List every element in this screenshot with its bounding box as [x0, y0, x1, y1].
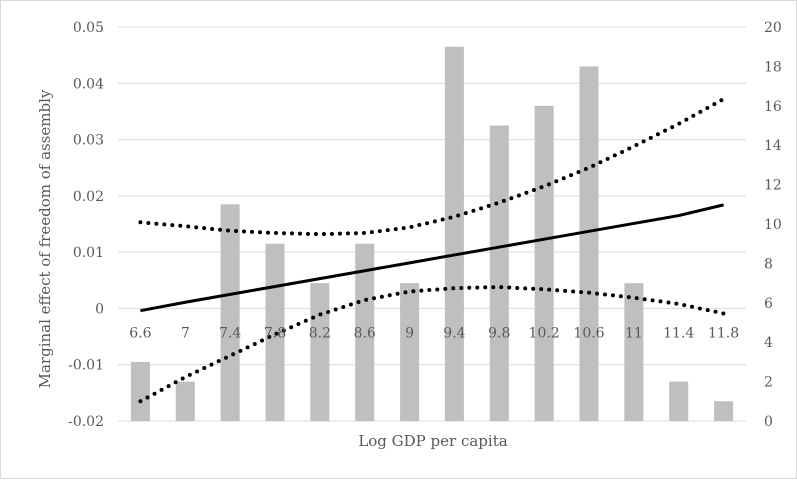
- bar: [310, 283, 330, 421]
- bar: [669, 381, 689, 421]
- bar: [355, 243, 375, 421]
- x-tick-label: 11: [625, 325, 643, 341]
- bar: [175, 381, 195, 421]
- y-secondary-tick-label: 12: [764, 178, 782, 194]
- x-tick-label: 11.4: [663, 325, 694, 341]
- x-tick-label: 8.2: [309, 325, 331, 341]
- x-tick-label: 7.8: [264, 325, 286, 341]
- gridlines: [118, 26, 746, 422]
- y-primary-tick-label: 0: [95, 301, 104, 317]
- y-primary-tick-label: 0.02: [73, 189, 104, 205]
- bar: [579, 66, 599, 422]
- x-tick-label: 10.6: [573, 325, 604, 341]
- y-secondary-tick-label: 10: [764, 217, 782, 233]
- y-secondary-tick-label: 20: [764, 20, 782, 36]
- y-primary-tick-label: -0.02: [68, 414, 104, 430]
- x-tick-label: 7.4: [219, 325, 241, 341]
- y-secondary-tick-label: 4: [764, 335, 773, 351]
- y-primary-tick-label: 0.05: [73, 20, 104, 36]
- x-tick-label: 10.2: [529, 325, 560, 341]
- y-axis-secondary: 0 2 4 6 8 10 12 14 16 18 20: [764, 20, 782, 430]
- y-secondary-tick-label: 6: [764, 296, 773, 312]
- y-secondary-tick-label: 16: [764, 99, 782, 115]
- x-tick-label: 6.6: [129, 325, 151, 341]
- bar: [400, 283, 420, 421]
- x-tick-label: 9: [405, 325, 414, 341]
- y-secondary-tick-label: 14: [764, 138, 782, 154]
- y-primary-tick-label: 0.04: [73, 76, 104, 92]
- bar: [624, 283, 644, 421]
- y-secondary-tick-label: 0: [764, 414, 773, 430]
- x-axis-title: Log GDP per capita: [358, 432, 507, 450]
- y-secondary-tick-label: 18: [764, 59, 782, 75]
- x-tick-label: 8.6: [354, 325, 376, 341]
- y-axis-primary: -0.02 -0.01 0 0.01 0.02 0.03 0.04 0.05: [68, 20, 104, 430]
- bar: [534, 105, 554, 422]
- bar: [130, 361, 150, 421]
- x-tick-label: 11.8: [708, 325, 739, 341]
- marginal-effect-line: [140, 203, 724, 313]
- y-secondary-tick-label: 2: [764, 375, 773, 391]
- y-axis-title: Marginal effect of freedom of assembly: [36, 89, 54, 388]
- x-tick-label: 9.4: [443, 325, 465, 341]
- y-primary-tick-label: -0.01: [68, 358, 104, 374]
- bar: [714, 401, 734, 421]
- x-tick-label: 9.8: [488, 325, 510, 341]
- y-primary-tick-label: 0.01: [73, 245, 104, 261]
- x-axis-ticks: 6.6 7 7.4 7.8 8.2 8.6 9 9.4 9.8 10.2 10.6 11 11.4 11.…: [129, 325, 739, 341]
- bar: [444, 46, 464, 421]
- y-secondary-tick-label: 8: [764, 256, 773, 272]
- confidence-bound-line: [138, 97, 726, 237]
- x-tick-label: 7: [181, 325, 190, 341]
- bar: [220, 204, 240, 421]
- y-primary-tick-label: 0.03: [73, 133, 104, 149]
- line-series: [138, 97, 726, 404]
- bar: [489, 125, 509, 421]
